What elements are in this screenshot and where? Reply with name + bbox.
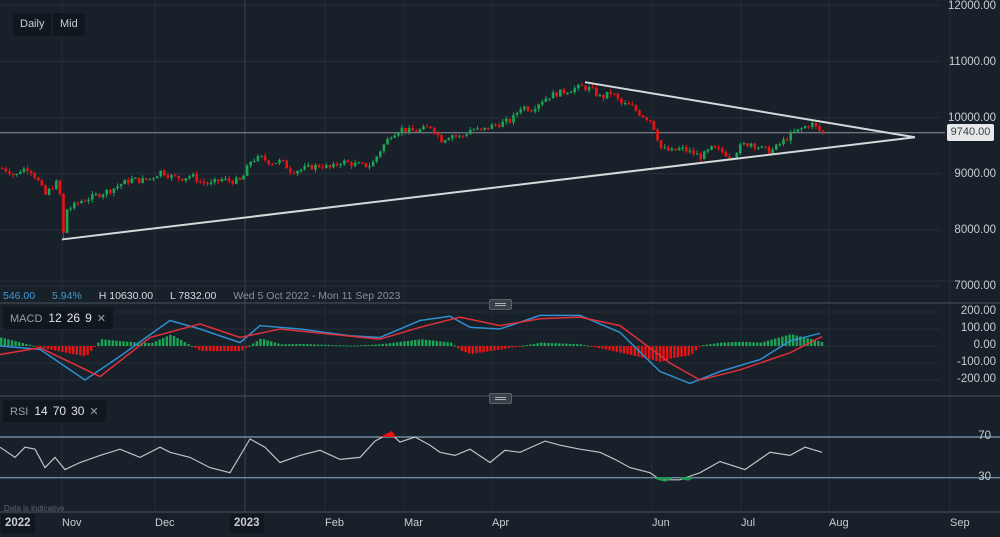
change-percent: 5.94% (52, 290, 82, 302)
price-axis-label: 12000.00 (948, 0, 996, 12)
mid-price-button[interactable]: Mid (53, 13, 85, 36)
rsi-upper: 70 (52, 404, 67, 418)
price-axis-label: 8000.00 (954, 224, 996, 236)
close-macd-icon[interactable]: ✕ (96, 313, 107, 325)
rsi-axis-label: 30 (978, 471, 991, 483)
time-axis-label: Jun (652, 517, 670, 529)
macd-axis-label: -100.00 (956, 356, 996, 368)
time-axis-label: Feb (325, 517, 344, 529)
time-axis-label: Sep (950, 517, 970, 529)
rsi-axis-label: 70 (978, 430, 991, 442)
price-axis-label: 7000.00 (954, 280, 996, 292)
time-axis-label: Dec (155, 517, 175, 529)
ohlc-info-bar: 546.00 5.94% H 10630.00 L 7832.00 Wed 5 … (3, 290, 414, 302)
daily-interval-button[interactable]: Daily (13, 13, 52, 36)
macd-axis-label: 100.00 (960, 322, 996, 334)
macd-fast: 12 (48, 311, 62, 325)
year-label: 2023 (230, 514, 264, 533)
data-disclaimer: Data is indicative (4, 504, 65, 513)
macd-name: MACD (10, 313, 43, 325)
time-axis-label: Mar (404, 517, 423, 529)
current-price-tag: 9740.00 (947, 124, 994, 141)
price-axis-label: 10000.00 (948, 112, 996, 124)
close-rsi-icon[interactable]: ✕ (89, 406, 99, 418)
rsi-name: RSI (10, 406, 29, 418)
macd-slow: 26 (66, 311, 81, 325)
pane-resize-handle[interactable] (489, 299, 512, 310)
macd-indicator-label[interactable]: MACD 12 26 9 ✕ (3, 307, 114, 329)
year-label: 2022 (1, 514, 35, 533)
date-range: Wed 5 Oct 2022 - Mon 11 Sep 2023 (233, 290, 401, 302)
macd-axis-label: 0.00 (973, 339, 996, 351)
time-axis-label: Apr (492, 517, 510, 529)
macd-axis-label: 200.00 (960, 305, 996, 317)
price-axis-label: 9000.00 (954, 168, 996, 180)
time-axis-label: Aug (829, 517, 849, 529)
macd-signal: 9 (85, 311, 92, 325)
time-axis-label: Jul (741, 517, 756, 529)
pane-resize-handle[interactable] (489, 393, 512, 404)
rsi-lower: 30 (71, 404, 85, 418)
rsi-period: 14 (34, 404, 48, 418)
time-axis-label: Nov (62, 517, 82, 529)
change-value: 546.00 (3, 290, 36, 302)
low-value: L 7832.00 (169, 290, 217, 302)
price-axis-label: 11000.00 (948, 56, 996, 68)
high-value: H 10630.00 (98, 290, 154, 302)
macd-axis-label: -200.00 (956, 373, 996, 385)
rsi-indicator-label[interactable]: RSI 14 70 30 ✕ (3, 400, 106, 422)
